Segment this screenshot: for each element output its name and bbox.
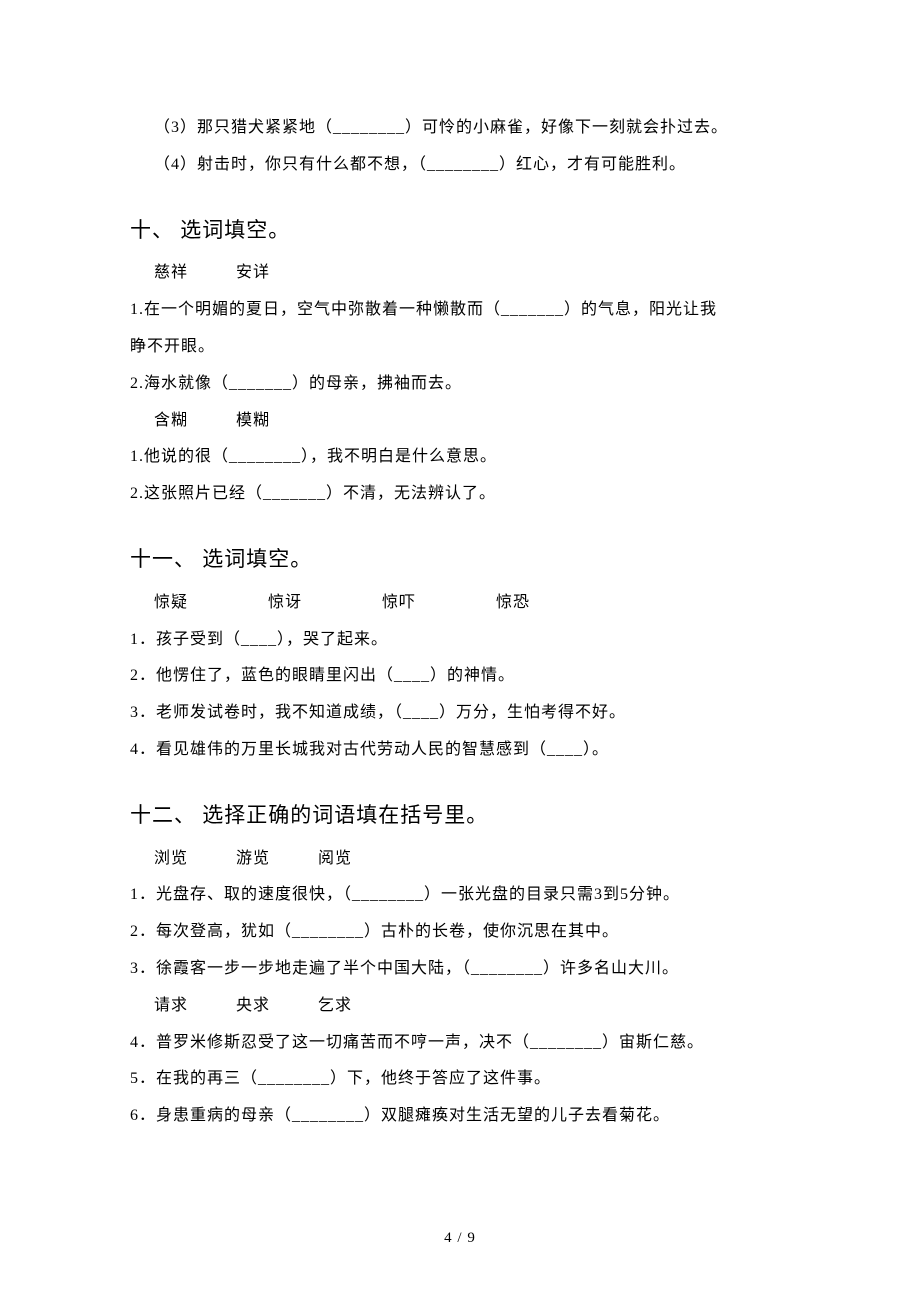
section-10-q1-line1: 1.在一个明媚的夏日，空气中弥散着一种懒散而（_______）的气息，阳光让我: [130, 292, 790, 329]
section-10-q4: 2.这张照片已经（_______）不清，无法辨认了。: [130, 476, 790, 513]
word-hanhu: 含糊: [154, 403, 188, 440]
section-11-heading: 十一、 选词填空。: [130, 541, 790, 579]
word-jingyi: 惊疑: [154, 585, 188, 622]
section-11-q4: 4．看见雄伟的万里长城我对古代劳动人民的智慧感到（____）。: [130, 732, 790, 769]
page-number: 4 / 9: [0, 1230, 920, 1247]
section-10-q3: 1.他说的很（________），我不明白是什么意思。: [130, 439, 790, 476]
section-12-q6: 6．身患重病的母亲（________）双腿瘫痪对生活无望的儿子去看菊花。: [130, 1098, 790, 1135]
section-11-q2: 2．他愣住了，蓝色的眼睛里闪出（____）的神情。: [130, 658, 790, 695]
word-anxiang: 安详: [236, 255, 270, 292]
word-jingxia: 惊吓: [382, 585, 416, 622]
section-10-wordbank-1: 慈祥 安详: [130, 255, 790, 292]
word-mohu: 模糊: [236, 403, 270, 440]
intro-q4: （4）射击时，你只有什么都不想，（________）红心，才有可能胜利。: [130, 147, 790, 184]
word-qiqiu: 乞求: [318, 988, 352, 1025]
word-liulan: 浏览: [154, 841, 188, 878]
word-youlan: 游览: [236, 841, 270, 878]
word-qingqiu: 请求: [154, 988, 188, 1025]
section-11-q3: 3．老师发试卷时，我不知道成绩，（____）万分，生怕考得不好。: [130, 695, 790, 732]
word-yangqiu: 央求: [236, 988, 270, 1025]
intro-q3: （3）那只猎犬紧紧地（________）可怜的小麻雀，好像下一刻就会扑过去。: [130, 110, 790, 147]
section-12-wordbank-1: 浏览 游览 阅览: [130, 841, 790, 878]
section-12-q4: 4．普罗米修斯忍受了这一切痛苦而不哼一声，决不（________）宙斯仁慈。: [130, 1025, 790, 1062]
section-11-q1: 1．孩子受到（____），哭了起来。: [130, 622, 790, 659]
section-10-wordbank-2: 含糊 模糊: [130, 403, 790, 440]
word-yuelan: 阅览: [318, 841, 352, 878]
section-12-q5: 5．在我的再三（________）下，他终于答应了这件事。: [130, 1061, 790, 1098]
word-jingkong: 惊恐: [496, 585, 530, 622]
section-10-q1-line2: 睁不开眼。: [130, 329, 790, 366]
section-12-heading: 十二、 选择正确的词语填在括号里。: [130, 797, 790, 835]
section-12-q1: 1．光盘存、取的速度很快，（________）一张光盘的目录只需3到5分钟。: [130, 877, 790, 914]
section-12-q3: 3．徐霞客一步一步地走遍了半个中国大陆，（________）许多名山大川。: [130, 951, 790, 988]
section-12-wordbank-2: 请求 央求 乞求: [130, 988, 790, 1025]
section-10-heading: 十、 选词填空。: [130, 212, 790, 250]
section-12-q2: 2．每次登高，犹如（________）古朴的长卷，使你沉思在其中。: [130, 914, 790, 951]
word-cixiang: 慈祥: [154, 255, 188, 292]
word-jingya: 惊讶: [268, 585, 302, 622]
section-11-wordbank: 惊疑 惊讶 惊吓 惊恐: [130, 585, 790, 622]
section-10-q2: 2.海水就像（_______）的母亲，拂袖而去。: [130, 366, 790, 403]
